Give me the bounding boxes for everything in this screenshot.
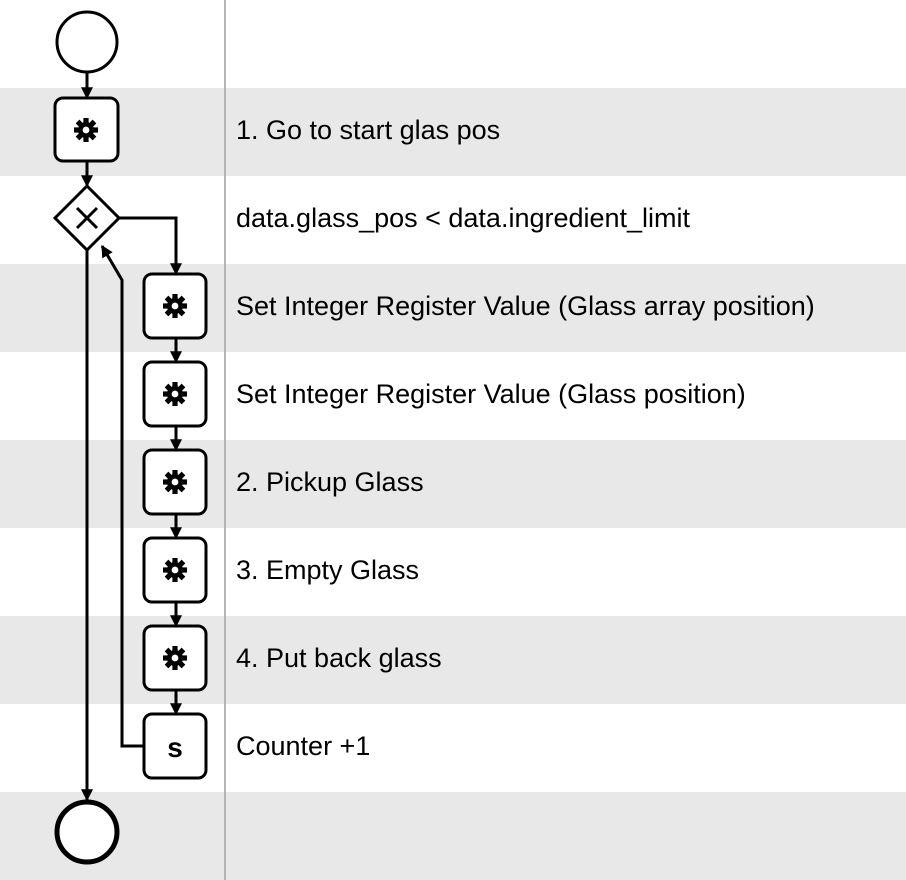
task-put-back-glass[interactable] <box>142 624 208 692</box>
column-divider <box>224 0 226 880</box>
label-put-back-glass[interactable]: 4. Put back glass <box>236 643 442 673</box>
label-empty-glass[interactable]: 3. Empty Glass <box>236 555 420 585</box>
flow-gateway-to-loop <box>114 216 182 276</box>
task-set-array-position[interactable] <box>142 272 208 340</box>
end-event[interactable] <box>54 799 120 865</box>
flow-loop-back <box>100 244 144 748</box>
x-icon <box>75 206 99 230</box>
gear-icon <box>74 118 98 142</box>
task-counter[interactable]: s <box>142 712 208 780</box>
gear-icon <box>163 646 187 670</box>
task-go-to-start[interactable] <box>53 96 120 163</box>
gear-icon <box>163 294 187 318</box>
script-glyph: s <box>167 732 183 763</box>
label-pickup-glass[interactable]: 2. Pickup Glass <box>236 467 424 497</box>
label-set-glass-position[interactable]: Set Integer Register Value (Glass positi… <box>236 379 746 409</box>
exclusive-gateway[interactable] <box>52 183 122 253</box>
task-empty-glass[interactable] <box>142 536 208 604</box>
label-set-array-position[interactable]: Set Integer Register Value (Glass array … <box>236 291 815 321</box>
gear-icon <box>163 470 187 494</box>
start-event[interactable] <box>55 10 119 74</box>
label-go-to-start[interactable]: 1. Go to start glas pos <box>236 115 501 145</box>
gear-icon <box>163 558 187 582</box>
row-band-9 <box>0 792 906 880</box>
row-band-1 <box>0 88 906 176</box>
gear-icon <box>163 382 187 406</box>
task-pickup-glass[interactable] <box>142 448 208 516</box>
label-gateway-condition[interactable]: data.glass_pos < data.ingredient_limit <box>236 203 691 233</box>
label-counter[interactable]: Counter +1 <box>236 731 371 761</box>
task-set-glass-position[interactable] <box>142 360 208 428</box>
